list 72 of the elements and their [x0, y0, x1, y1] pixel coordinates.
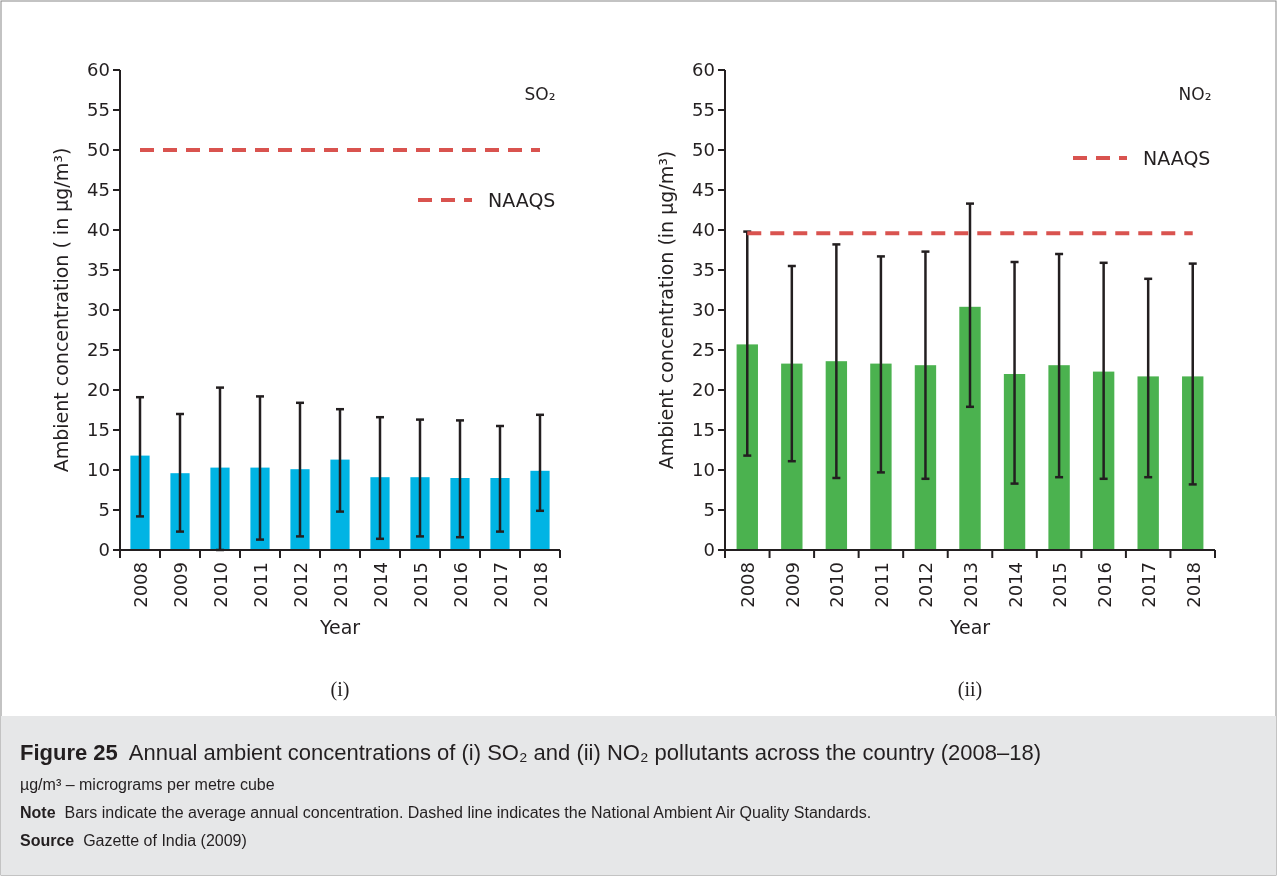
y-tick-label: 45 [692, 179, 715, 200]
x-tick-label: 2011 [250, 562, 271, 608]
bar [1048, 365, 1070, 550]
x-tick-label: 2017 [490, 562, 511, 608]
y-tick-label: 0 [703, 539, 715, 560]
text: Note Bars indicate the average annual concentration. Dashed line indicates the National Ambient Air Quality Standards. [20, 804, 872, 821]
x-axis-title: Year [948, 616, 991, 638]
x-tick-label: 2016 [1093, 562, 1115, 608]
bar [781, 363, 803, 550]
y-tick-label: 30 [692, 299, 715, 320]
y-tick-label: 40 [692, 219, 715, 240]
x-tick-label: 2010 [210, 562, 231, 608]
y-tick-label: 60 [87, 59, 110, 80]
bar [736, 344, 758, 550]
caption: Figure 25 Annual ambient concentrations of (i) SO₂ and (ii) NO₂ pollutants across the country (2008–18) [20, 740, 1042, 765]
y-tick-label: 60 [692, 59, 715, 80]
x-tick-label: 2015 [1049, 562, 1071, 608]
x-tick-label: 2010 [826, 562, 848, 608]
x-tick-label: 2012 [290, 562, 311, 608]
x-tick-label: 2014 [370, 562, 391, 608]
y-tick-label: 35 [692, 259, 715, 280]
x-tick-label: 2018 [530, 562, 551, 608]
y-tick-label: 10 [87, 459, 110, 480]
y-tick-label: 50 [692, 139, 715, 160]
y-tick-label: 20 [87, 379, 110, 400]
text: (ii) [957, 678, 983, 701]
x-tick-label: 2016 [450, 562, 471, 608]
x-axis-title: Year [318, 616, 361, 638]
bar [914, 365, 937, 550]
text: NO₂ [1178, 84, 1212, 104]
x-tick-label: 2011 [870, 562, 892, 608]
text: µg/m³ – micrograms per metre cube [20, 776, 275, 793]
x-tick-label: 2009 [170, 562, 191, 608]
legend-label: NAAQS [1143, 147, 1211, 169]
y-tick-label: 20 [692, 379, 715, 400]
x-tick-label: 2017 [1138, 562, 1160, 608]
x-tick-label: 2018 [1182, 562, 1204, 608]
y-tick-label: 35 [87, 259, 110, 280]
y-tick-label: 30 [87, 299, 110, 320]
x-tick-label: 2013 [960, 562, 981, 608]
y-tick-label: 50 [87, 139, 110, 160]
y-tick-label: 40 [87, 219, 110, 240]
x-tick-label: 2009 [781, 562, 803, 608]
bar [1137, 376, 1159, 550]
x-tick-label: 2008 [130, 562, 151, 608]
x-tick-label: 2012 [915, 562, 937, 608]
y-axis-title: Ambient concentration ( in µg/m³) [50, 147, 72, 473]
y-tick-label: 25 [87, 339, 110, 360]
x-tick-label: 2008 [737, 562, 759, 608]
y-tick-label: 45 [87, 179, 110, 200]
bar [825, 361, 848, 550]
bar [1182, 376, 1204, 550]
bar [959, 306, 981, 550]
y-tick-label: 5 [703, 499, 715, 520]
bar [870, 363, 892, 550]
bar [1092, 371, 1115, 550]
legend-label: NAAQS [488, 189, 556, 211]
y-tick-label: 15 [692, 419, 715, 440]
y-tick-label: 55 [692, 99, 715, 120]
x-tick-label: 2014 [1004, 562, 1026, 608]
text: SO₂ [524, 84, 556, 104]
x-tick-label: 2013 [330, 562, 351, 608]
y-tick-label: 5 [98, 499, 110, 520]
y-tick-label: 25 [692, 339, 715, 360]
y-tick-label: 10 [692, 459, 715, 480]
source-note: Source Gazette of India (2009) [20, 832, 247, 849]
text: (i) [330, 678, 350, 701]
x-tick-label: 2015 [410, 562, 431, 608]
y-axis-title: Ambient concentration (in µg/m³) [655, 150, 677, 470]
y-tick-label: 55 [87, 99, 110, 120]
y-tick-label: 15 [87, 419, 110, 440]
y-tick-label: 0 [98, 539, 110, 560]
